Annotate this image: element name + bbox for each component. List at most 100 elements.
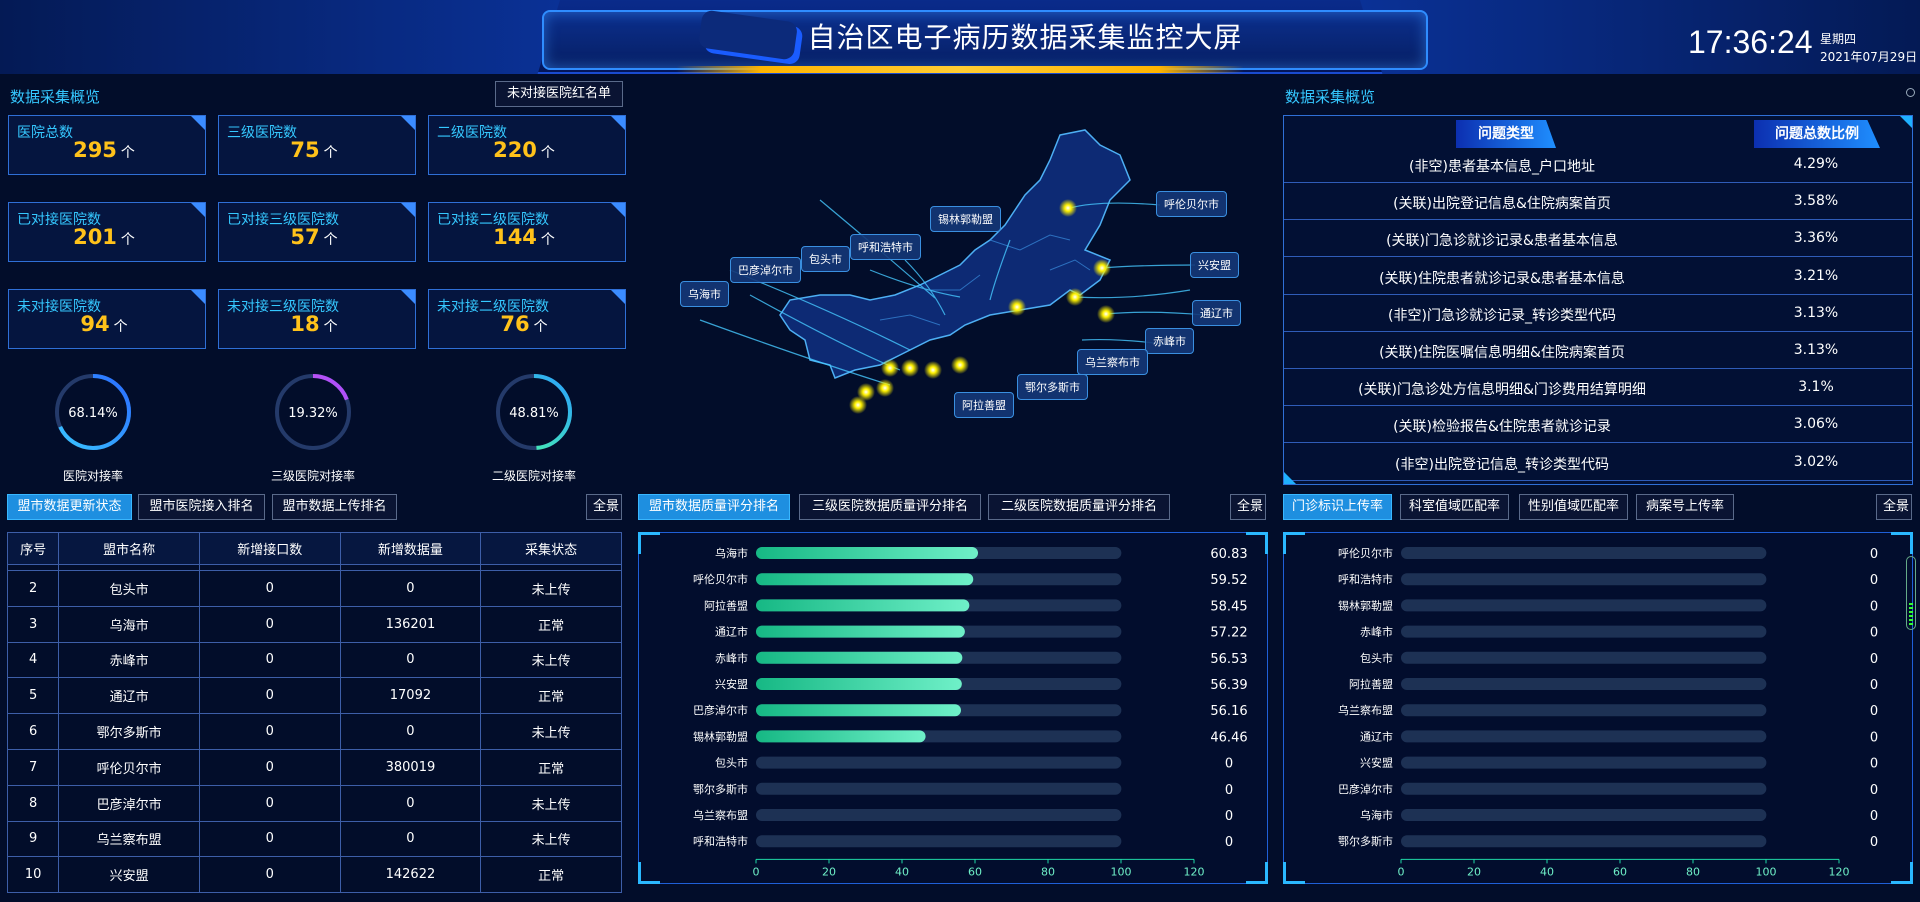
clock-time: 17:36:24 — [1688, 24, 1813, 60]
blacklist-button[interactable]: 未对接医院红名单 — [495, 81, 623, 107]
table-row[interactable]: 9 乌兰察布盟 0 0 未上传 — [7, 820, 622, 858]
table-row[interactable]: 2 包头市 0 0 未上传 — [7, 570, 622, 607]
frame-corner — [638, 862, 660, 884]
bar-category-label: 包头市 — [715, 756, 748, 770]
stat-card-value: 220 个 — [493, 138, 555, 162]
ring-percent-text: 48.81% — [509, 406, 559, 421]
table-row[interactable]: 5 通辽市 0 17092 正常 — [7, 677, 622, 715]
table-cell: 0 — [339, 784, 482, 822]
tab-city-upload-ranking[interactable]: 盟市数据上传排名 — [272, 494, 397, 520]
tab-city-update-status[interactable]: 盟市数据更新状态 — [7, 494, 132, 520]
map-label-xingan: 兴安盟 — [1190, 252, 1239, 278]
scrollbar-thumb[interactable] — [1909, 603, 1913, 625]
bar-category-label: 乌海市 — [715, 546, 748, 560]
bar-value-label: 0 — [1870, 652, 1878, 667]
bar-category-label: 呼伦贝尔市 — [1338, 546, 1393, 560]
ring-label: 三级医院对接率 — [270, 469, 355, 483]
stat-card: 未对接三级医院数 18 个 — [218, 289, 416, 349]
map-label-bayannur: 巴彦淖尔市 — [730, 257, 801, 283]
problem-name: (非空)门急诊就诊记录_转诊类型代码 — [1388, 307, 1616, 324]
table-row[interactable]: 8 巴彦淖尔市 0 0 未上传 — [7, 784, 622, 822]
bar-track — [756, 756, 1122, 769]
table-row[interactable]: 3 乌海市 0 136201 正常 — [7, 605, 622, 643]
table-cell: 巴彦淖尔市 — [58, 784, 200, 822]
frame-corner — [638, 532, 660, 554]
stat-card-value: 76 个 — [500, 312, 548, 336]
table-cell: 2 — [7, 570, 60, 607]
bar-value-label: 57.22 — [1210, 626, 1247, 641]
col-new-data: 新增数据量 — [339, 532, 482, 565]
tab-record-no-upload-rate[interactable]: 病案号上传率 — [1636, 494, 1734, 520]
right-fullview-button[interactable]: 全景 — [1876, 494, 1912, 520]
map-label-baotou: 包头市 — [801, 246, 850, 272]
map-label-hohhot: 呼和浩特市 — [850, 234, 921, 260]
bar-value-label: 0 — [1870, 678, 1878, 693]
table-cell: 0 — [198, 856, 341, 894]
bar-value-label: 0 — [1870, 704, 1878, 719]
table-cell: 0 — [198, 570, 341, 607]
table-row[interactable]: 10 兴安盟 0 142622 正常 — [7, 856, 622, 894]
bar-track — [1401, 547, 1767, 559]
map-label-ordos: 鄂尔多斯市 — [1017, 374, 1088, 400]
left-fullview-button[interactable]: 全景 — [586, 494, 622, 520]
table-row[interactable]: 4 赤峰市 0 0 未上传 — [7, 641, 622, 679]
upload-rate-chart-frame: 呼伦贝尔市 0 呼和浩特市 0 锡林郭勒盟 0 赤峰市 0 包头市 0 阿拉善盟 0 乌兰察布盟 0 通辽市… — [1283, 532, 1913, 884]
bar-category-label: 鄂尔多斯市 — [1338, 834, 1393, 848]
map-label-wuhai: 乌海市 — [680, 281, 729, 307]
bar — [756, 730, 926, 743]
bar — [756, 599, 970, 612]
stat-card: 医院总数 295 个 — [8, 115, 206, 175]
table-cell: 4 — [7, 641, 60, 679]
table-cell: 未上传 — [480, 784, 622, 822]
box-corner — [1900, 116, 1912, 128]
ring-percent-text: 19.32% — [288, 406, 338, 421]
x-tick-label: 40 — [895, 865, 909, 878]
quality-chart-frame: 乌海市 60.83 呼伦贝尔市 59.52 阿拉善盟 58.45 通辽市 57.22 赤峰市 56… — [638, 532, 1268, 884]
bar-track — [1401, 782, 1767, 795]
tab-city-hospital-ranking[interactable]: 盟市医院接入排名 — [138, 494, 265, 520]
x-tick-label: 100 — [1111, 865, 1132, 878]
bar-value-label: 0 — [1870, 757, 1878, 772]
bar-category-label: 兴安盟 — [1360, 756, 1393, 770]
col-new-interfaces: 新增接口数 — [198, 532, 341, 565]
problem-name: (关联)门急诊就诊记录&患者基本信息 — [1386, 233, 1618, 250]
left-section-title: 数据采集概览 — [10, 88, 101, 106]
ring-percent-text: 68.14% — [68, 406, 118, 421]
x-tick-label: 100 — [1756, 865, 1777, 878]
problem-percent: 3.02% — [1793, 453, 1839, 470]
page-title: 自治区电子病历数据采集监控大屏 — [807, 21, 1243, 54]
right-section-title: 数据采集概览 — [1285, 88, 1376, 106]
frame-corner — [1283, 532, 1305, 554]
table-row[interactable]: 6 鄂尔多斯市 0 0 未上传 — [7, 713, 622, 750]
bar — [756, 651, 963, 664]
table-row[interactable]: 7 呼伦贝尔市 0 380019 正常 — [7, 748, 622, 786]
chart-scrollbar[interactable] — [1906, 556, 1916, 630]
tab-tier2-quality-ranking[interactable]: 二级医院数据质量评分排名 — [988, 494, 1170, 520]
table-cell: 0 — [339, 570, 482, 607]
middle-fullview-button[interactable]: 全景 — [1230, 494, 1266, 520]
problem-row: (非空)出院登记信息_转诊类型代码 3.02% — [1284, 444, 1912, 481]
bar-category-label: 呼伦贝尔市 — [693, 572, 748, 586]
table-cell: 0 — [339, 820, 482, 858]
bar — [756, 573, 974, 586]
ring-progress — [496, 374, 572, 450]
tab-outpatient-upload-rate[interactable]: 门诊标识上传率 — [1283, 494, 1392, 520]
tab-gender-match-rate[interactable]: 性别值域匹配率 — [1519, 494, 1628, 520]
rate-ring: 68.14% 医院对接率 — [13, 372, 173, 488]
bar-category-label: 巴彦淖尔市 — [693, 703, 748, 717]
bar — [756, 678, 962, 690]
problem-row: (关联)检验报告&住院患者就诊记录 3.06% — [1284, 406, 1912, 444]
problem-percent: 3.06% — [1793, 416, 1839, 433]
quality-bar-chart: 乌海市 60.83 呼伦贝尔市 59.52 阿拉善盟 58.45 通辽市 57.22 赤峰市 56… — [693, 546, 1248, 878]
bar-category-label: 赤峰市 — [715, 651, 748, 665]
table-cell: 0 — [339, 713, 482, 750]
stat-card-value: 201 个 — [73, 225, 135, 249]
map-svg — [699, 129, 1206, 414]
tab-tier3-quality-ranking[interactable]: 三级医院数据质量评分排名 — [799, 494, 981, 520]
tab-city-quality-ranking[interactable]: 盟市数据质量评分排名 — [638, 494, 790, 520]
tab-dept-match-rate[interactable]: 科室值域匹配率 — [1400, 494, 1509, 520]
stat-card-label: 未对接医院数 — [17, 299, 101, 315]
map-label-alxa: 阿拉善盟 — [954, 392, 1014, 418]
bar-value-label: 0 — [1870, 783, 1878, 798]
stat-card-label: 三级医院数 — [227, 125, 297, 141]
